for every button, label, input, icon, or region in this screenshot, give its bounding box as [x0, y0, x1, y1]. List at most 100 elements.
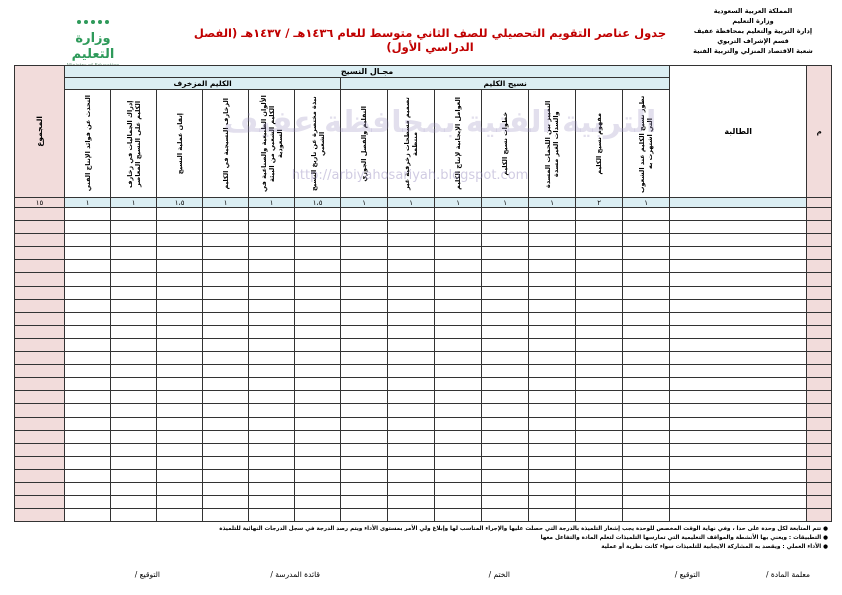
cell: [806, 364, 833, 379]
cell: [481, 416, 530, 431]
cell: [156, 298, 204, 313]
cell: [481, 468, 530, 483]
cell: [340, 324, 389, 339]
cell: [481, 233, 530, 248]
cell: [202, 324, 250, 339]
cell: [387, 206, 436, 222]
cell: [156, 416, 204, 431]
cell: [202, 351, 250, 366]
cell: [528, 455, 577, 470]
cell: [294, 298, 342, 313]
cell: [669, 351, 808, 366]
cell: [248, 481, 296, 497]
cell: [481, 455, 530, 470]
cell: [156, 351, 204, 366]
cell: [110, 351, 158, 366]
cell: [63, 233, 112, 248]
cell: [481, 337, 530, 353]
cell: [63, 455, 112, 470]
cell: [340, 508, 389, 523]
cell: [434, 442, 483, 457]
cell: [248, 285, 296, 300]
cell: [340, 285, 389, 300]
cell: [14, 220, 65, 235]
cell: [434, 508, 483, 523]
cell: [63, 324, 112, 339]
cell: [387, 508, 436, 523]
student-row: [14, 206, 833, 222]
cell: [340, 455, 389, 470]
student-row: [14, 246, 833, 261]
cell: [622, 220, 671, 235]
student-row: [14, 377, 833, 392]
logo: وزارة التعليم Ministry of Education: [62, 12, 124, 69]
cell: [669, 364, 808, 379]
cell: [528, 481, 577, 497]
cell: [294, 429, 342, 444]
item-label: إتقان عملية النسيج: [175, 112, 184, 175]
cell: [806, 390, 833, 405]
cell: [528, 233, 577, 248]
item-header: مفهوم نسيج الكليم: [575, 89, 624, 198]
cell: [806, 285, 833, 300]
cell: [669, 468, 808, 483]
cell: [575, 324, 624, 339]
student-row: [14, 272, 833, 287]
student-header: الطالبة: [669, 65, 808, 198]
cell: [294, 311, 342, 326]
cell: [340, 390, 389, 405]
cell: [63, 364, 112, 379]
cell: [669, 455, 808, 470]
cell: [156, 337, 204, 353]
cell: [156, 403, 204, 418]
item-label: التحدث عن فوائد الإنتاج الفني: [83, 95, 92, 192]
cell: [202, 481, 250, 497]
cell: [340, 351, 389, 366]
cell: [63, 272, 112, 287]
cell: [434, 220, 483, 235]
cell: [156, 285, 204, 300]
note-text: التطبيقات : ويعني بها الأنشطة والمواقف ا…: [540, 535, 822, 541]
item-header: الألوان الطبيعية والصناعية في الكليم الش…: [248, 89, 296, 198]
note: ● الأداء العملي : ويقصد به المشاركة الاي…: [12, 543, 828, 552]
cell: [202, 508, 250, 523]
cell: [14, 298, 65, 313]
item-score: ١: [434, 197, 483, 208]
score-row: ١ ٢ ١ ١ ١ ١ ١ ١،٥ ١ ١ ١،٥ ١ ١ ١٥: [14, 197, 833, 208]
student-row: [14, 337, 833, 353]
cell: [622, 364, 671, 379]
cell: [669, 285, 808, 300]
cell: [575, 206, 624, 222]
cell: [340, 495, 389, 510]
cell: [806, 246, 833, 261]
cell: [202, 442, 250, 457]
cell: [248, 364, 296, 379]
cell: [202, 364, 250, 379]
cell: [806, 442, 833, 457]
cell: [63, 298, 112, 313]
cell: [434, 324, 483, 339]
cell: [340, 259, 389, 274]
cell: [669, 197, 808, 208]
cell: [202, 377, 250, 392]
cell: [387, 390, 436, 405]
cell: [294, 390, 342, 405]
cell: [669, 311, 808, 326]
cell: [481, 390, 530, 405]
cell: [669, 272, 808, 287]
cell: [528, 364, 577, 379]
cell: [481, 351, 530, 366]
cell: [575, 351, 624, 366]
header-line: إدارة التربية والتعليم بمحافظة عفيف: [693, 27, 813, 35]
cell: [622, 246, 671, 261]
cell: [806, 508, 833, 523]
cell: [294, 285, 342, 300]
cell: [340, 220, 389, 235]
cell: [202, 272, 250, 287]
item-label: التقليم والفصل الجوري: [360, 105, 369, 182]
item-score: ١: [110, 197, 158, 208]
cell: [63, 285, 112, 300]
cell: [622, 206, 671, 222]
cell: [528, 429, 577, 444]
cell: [622, 429, 671, 444]
